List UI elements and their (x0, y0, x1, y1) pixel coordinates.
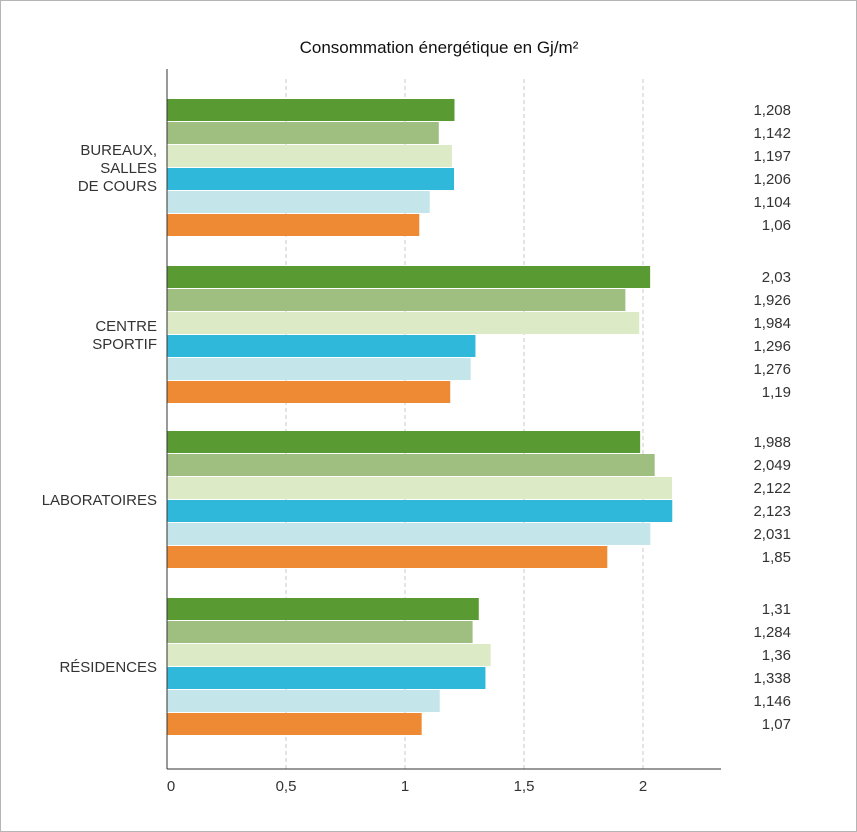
category-label-line: SALLES (100, 160, 157, 177)
category-label: RÉSIDENCES (59, 659, 157, 676)
category-label-line: DE COURS (78, 178, 157, 195)
category-label-line: SPORTIF (92, 336, 157, 353)
bar (167, 667, 486, 689)
x-tick-label: 1,5 (514, 778, 535, 795)
bar (167, 289, 626, 311)
value-label: 1,926 (753, 292, 791, 309)
bar (167, 477, 673, 499)
value-label: 1,338 (753, 670, 791, 687)
bar (167, 598, 479, 620)
value-label: 1,296 (753, 338, 791, 355)
value-label: 2,123 (753, 503, 791, 520)
bar (167, 358, 471, 380)
value-label: 2,031 (753, 526, 791, 543)
x-tick-label: 0 (167, 778, 175, 795)
bar (167, 266, 651, 288)
bar (167, 335, 476, 357)
bar (167, 500, 673, 522)
value-label: 1,36 (762, 647, 791, 664)
value-label: 1,07 (762, 716, 791, 733)
value-label: 1,197 (753, 148, 791, 165)
chart-title: Consommation énergétique en Gj/m² (300, 38, 579, 57)
x-tick-label: 0,5 (276, 778, 297, 795)
value-label: 1,208 (753, 102, 791, 119)
bar (167, 214, 420, 236)
bar (167, 644, 491, 666)
value-label: 1,06 (762, 217, 791, 234)
category-label-line: CENTRE (95, 318, 157, 335)
bar (167, 621, 473, 643)
bar (167, 145, 452, 167)
value-label: 1,19 (762, 384, 791, 401)
value-label: 1,276 (753, 361, 791, 378)
bar (167, 191, 430, 213)
category-label: CENTRE SPORTIF (92, 318, 157, 353)
bar (167, 168, 455, 190)
bar (167, 546, 608, 568)
value-label: 2,03 (762, 269, 791, 286)
value-label: 2,049 (753, 457, 791, 474)
x-tick-label: 1 (401, 778, 409, 795)
value-label: 1,988 (753, 434, 791, 451)
value-label: 1,284 (753, 624, 791, 641)
category-label-line: RÉSIDENCES (59, 659, 157, 676)
bar (167, 431, 641, 453)
category-label-line: BUREAUX, (80, 142, 157, 159)
value-label: 1,206 (753, 171, 791, 188)
value-label: 2,122 (753, 480, 791, 497)
bar (167, 713, 422, 735)
bar (167, 523, 651, 545)
bar (167, 454, 655, 476)
bar (167, 312, 640, 334)
x-tick-label: 2 (639, 778, 647, 795)
value-label: 1,142 (753, 125, 791, 142)
category-label: LABORATOIRES (42, 492, 157, 509)
category-label-line: LABORATOIRES (42, 492, 157, 509)
value-label: 1,85 (762, 549, 791, 566)
value-label: 1,104 (753, 194, 791, 211)
bar (167, 99, 455, 121)
bar (167, 122, 439, 144)
value-label: 1,984 (753, 315, 791, 332)
category-label: BUREAUX, SALLES DE COURS (78, 142, 157, 195)
value-label: 1,31 (762, 601, 791, 618)
bar (167, 690, 440, 712)
value-label: 1,146 (753, 693, 791, 710)
bar (167, 381, 451, 403)
